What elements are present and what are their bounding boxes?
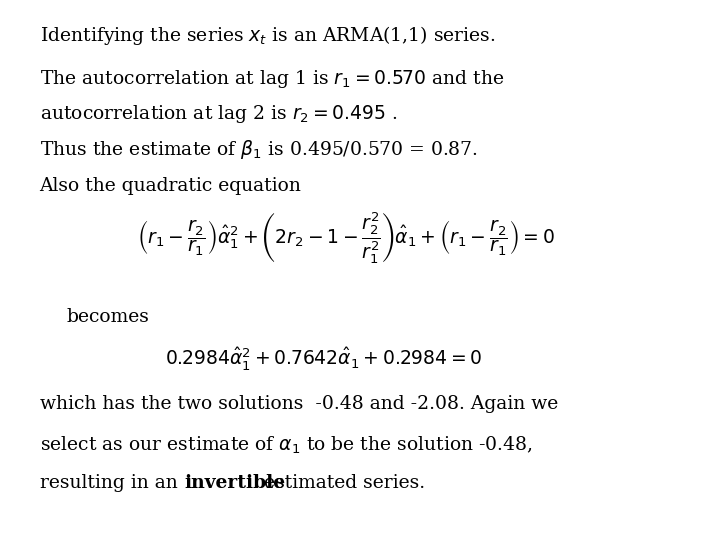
Text: autocorrelation at lag 2 is $r_2 = 0.495$ .: autocorrelation at lag 2 is $r_2 = 0.495…: [40, 103, 397, 125]
Text: which has the two solutions  -0.48 and -2.08. Again we: which has the two solutions -0.48 and -2…: [40, 395, 558, 413]
Text: resulting in an: resulting in an: [40, 474, 184, 492]
Text: becomes: becomes: [67, 308, 150, 326]
Text: select as our estimate of $\alpha_1$ to be the solution -0.48,: select as our estimate of $\alpha_1$ to …: [40, 435, 532, 456]
Text: Also the quadratic equation: Also the quadratic equation: [40, 177, 302, 194]
Text: The autocorrelation at lag 1 is $r_1 = 0.570$ and the: The autocorrelation at lag 1 is $r_1 = 0…: [40, 68, 504, 90]
Text: $0.2984\hat{\alpha}_1^2 + 0.7642\hat{\alpha}_1 + 0.2984 = 0$: $0.2984\hat{\alpha}_1^2 + 0.7642\hat{\al…: [166, 346, 482, 373]
Text: invertible: invertible: [184, 474, 285, 492]
Text: Thus the estimate of $\beta_1$ is 0.495/0.570 = 0.87.: Thus the estimate of $\beta_1$ is 0.495/…: [40, 138, 477, 161]
Text: Identifying the series $x_t$ is an ARMA(1,1) series.: Identifying the series $x_t$ is an ARMA(…: [40, 24, 495, 48]
Text: estimated series.: estimated series.: [258, 474, 425, 492]
Text: $\left(r_1 - \dfrac{r_2}{r_1}\right)\hat{\alpha}_1^2 + \left(2r_2 - 1 - \dfrac{r: $\left(r_1 - \dfrac{r_2}{r_1}\right)\hat…: [137, 210, 554, 266]
